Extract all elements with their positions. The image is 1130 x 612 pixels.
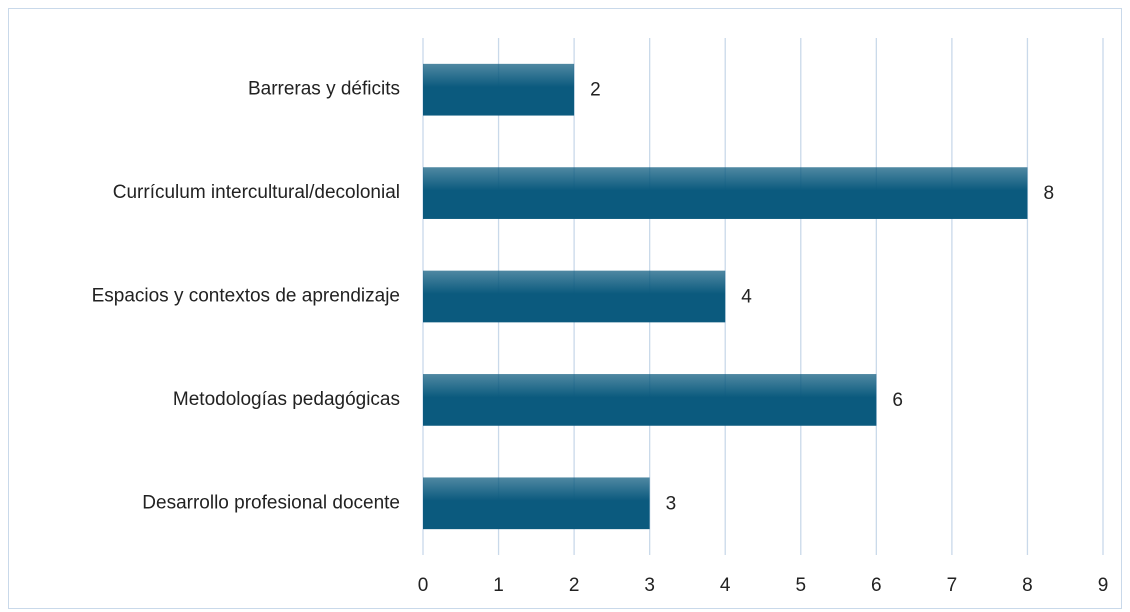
bar — [423, 477, 650, 530]
data-label: 8 — [1043, 183, 1054, 204]
data-label: 2 — [590, 80, 601, 101]
data-label: 6 — [892, 390, 903, 411]
bar — [423, 167, 1028, 219]
x-tick-label: 8 — [1022, 575, 1033, 596]
bar — [423, 270, 726, 323]
data-label: 3 — [666, 493, 677, 514]
data-label: 4 — [741, 287, 752, 308]
x-tick-label: 4 — [720, 575, 731, 596]
y-tick-label: Barreras y déficits — [248, 79, 400, 100]
x-tick-label: 9 — [1098, 575, 1109, 596]
y-tick-label: Espacios y contextos de aprendizaje — [92, 286, 400, 307]
y-tick-label: Desarrollo profesional docente — [142, 492, 400, 513]
x-tick-label: 0 — [418, 575, 429, 596]
x-tick-label: 1 — [493, 575, 504, 596]
x-tick-label: 7 — [947, 575, 958, 596]
x-tick-label: 2 — [569, 575, 580, 596]
bar — [423, 374, 877, 426]
x-tick-label: 3 — [644, 575, 655, 596]
x-tick-label: 6 — [871, 575, 882, 596]
y-tick-label: Currículum intercultural/decolonial — [113, 182, 400, 203]
y-tick-label: Metodologías pedagógicas — [173, 389, 400, 410]
bar — [423, 63, 575, 116]
x-tick-label: 5 — [795, 575, 806, 596]
